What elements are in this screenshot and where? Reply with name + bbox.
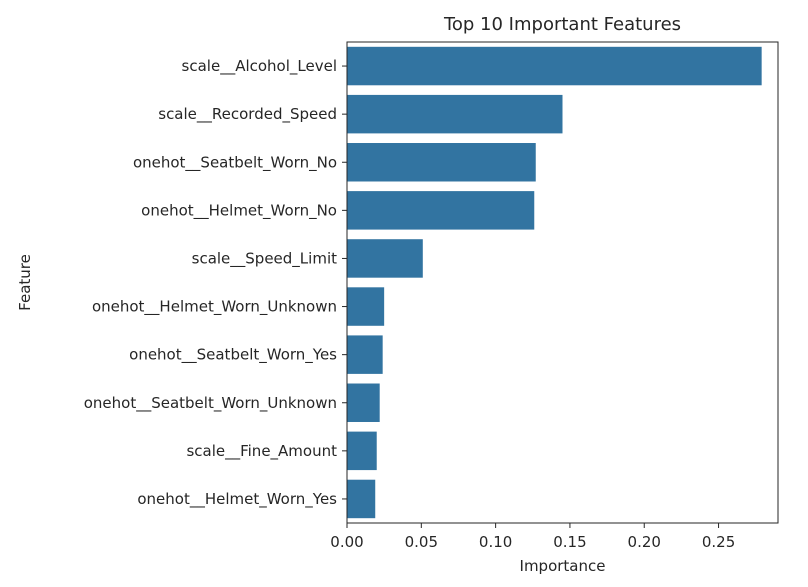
x-axis-label: Importance (520, 557, 606, 575)
plot-area: scale__Alcohol_Level scale__Recorded_Spee… (84, 41, 779, 551)
bar-scale-fine-amount (347, 431, 377, 471)
bar-scale-alcohol-level (347, 46, 762, 86)
bar-onehot-seatbelt-worn-unknown (347, 383, 380, 422)
chart-title: Top 10 Important Features (443, 14, 681, 35)
y-axis-label: Feature (16, 254, 34, 311)
y-tick-label: onehot__Helmet_Worn_Yes (137, 490, 337, 509)
bar-onehot-seatbelt-worn-no (347, 143, 536, 182)
bar-onehot-seatbelt-worn-yes (347, 335, 383, 374)
bar-scale-recorded-speed (347, 94, 563, 134)
y-tick-label: onehot__Helmet_Worn_No (141, 201, 337, 220)
x-tick-label: 0.10 (479, 533, 512, 551)
bar-onehot-helmet-worn-yes (347, 479, 376, 519)
y-tick-label: onehot__Seatbelt_Worn_Unknown (84, 394, 337, 413)
y-tick-label: scale__Speed_Limit (192, 249, 337, 268)
x-tick-label: 0.00 (330, 533, 363, 551)
x-tick-label: 0.15 (553, 533, 586, 551)
y-tick-label: onehot__Helmet_Worn_Unknown (92, 298, 337, 317)
y-tick-label: onehot__Seatbelt_Worn_Yes (129, 346, 337, 365)
y-tick-label: scale__Alcohol_Level (182, 57, 337, 76)
plot-frame (346, 41, 779, 524)
y-tick-label: onehot__Seatbelt_Worn_No (133, 153, 337, 172)
y-tick-label: scale__Recorded_Speed (158, 105, 337, 124)
bar-onehot-helmet-worn-no (347, 191, 535, 230)
bar-onehot-helmet-worn-unknown (347, 287, 385, 326)
x-tick-label: 0.20 (628, 533, 661, 551)
x-tick-label: 0.05 (405, 533, 438, 551)
y-tick-label: scale__Fine_Amount (186, 442, 337, 461)
x-tick-label: 0.25 (702, 533, 735, 551)
bar-scale-speed-limit (347, 239, 423, 278)
